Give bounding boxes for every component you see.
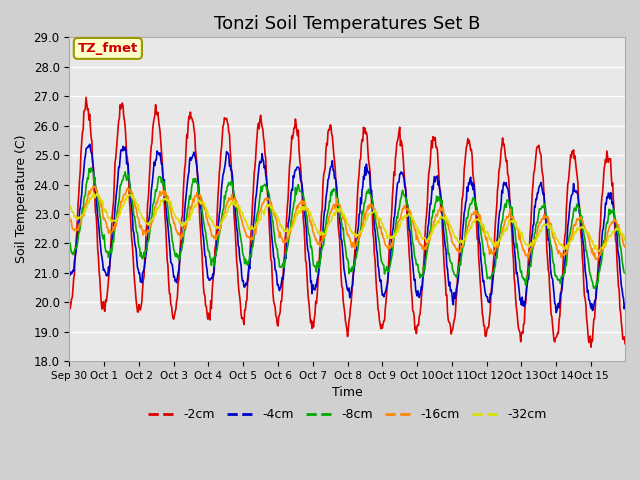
-32cm [405, 210, 413, 216]
-32cm [131, 197, 139, 203]
Line: -16cm: -16cm [69, 186, 625, 259]
-2cm [82, 95, 90, 100]
-2cm [405, 251, 413, 256]
Line: -4cm: -4cm [69, 144, 625, 312]
-4cm [261, 163, 269, 168]
-8cm [131, 219, 139, 225]
-2cm [65, 300, 73, 305]
Text: TZ_fmet: TZ_fmet [77, 42, 138, 55]
-16cm [282, 237, 290, 243]
-32cm [621, 237, 629, 243]
-2cm [282, 229, 290, 235]
-4cm [282, 255, 290, 261]
Line: -8cm: -8cm [69, 168, 625, 288]
-8cm [405, 209, 413, 215]
-2cm [261, 151, 269, 156]
-16cm [90, 183, 97, 189]
-16cm [591, 256, 599, 262]
-4cm [86, 142, 93, 147]
-4cm [436, 188, 444, 194]
Y-axis label: Soil Temperature (C): Soil Temperature (C) [15, 135, 28, 264]
-8cm [234, 213, 241, 218]
-32cm [234, 204, 241, 210]
-2cm [587, 344, 595, 350]
-8cm [621, 270, 629, 276]
-16cm [405, 207, 413, 213]
-4cm [552, 310, 560, 315]
X-axis label: Time: Time [332, 386, 363, 399]
-8cm [87, 165, 95, 171]
-16cm [621, 244, 629, 250]
-32cm [261, 207, 269, 213]
Legend: -2cm, -4cm, -8cm, -16cm, -32cm: -2cm, -4cm, -8cm, -16cm, -32cm [143, 403, 552, 426]
-32cm [65, 203, 73, 208]
-32cm [594, 249, 602, 254]
-32cm [90, 190, 97, 196]
-2cm [234, 266, 241, 272]
-4cm [405, 227, 413, 233]
-4cm [65, 269, 73, 275]
-16cm [65, 215, 73, 220]
Title: Tonzi Soil Temperatures Set B: Tonzi Soil Temperatures Set B [214, 15, 481, 33]
-4cm [234, 229, 241, 235]
-8cm [261, 181, 269, 187]
-16cm [436, 204, 444, 210]
-4cm [131, 243, 139, 249]
Line: -2cm: -2cm [69, 97, 625, 347]
-8cm [65, 239, 73, 245]
-16cm [131, 205, 139, 211]
-8cm [591, 286, 599, 291]
-8cm [436, 197, 444, 203]
-2cm [621, 341, 629, 347]
-2cm [436, 195, 444, 201]
-4cm [621, 301, 629, 307]
-32cm [282, 228, 290, 234]
-8cm [282, 249, 290, 254]
-2cm [131, 287, 139, 293]
Line: -32cm: -32cm [69, 193, 625, 252]
-16cm [261, 196, 269, 202]
-32cm [436, 216, 444, 222]
-16cm [234, 202, 241, 207]
